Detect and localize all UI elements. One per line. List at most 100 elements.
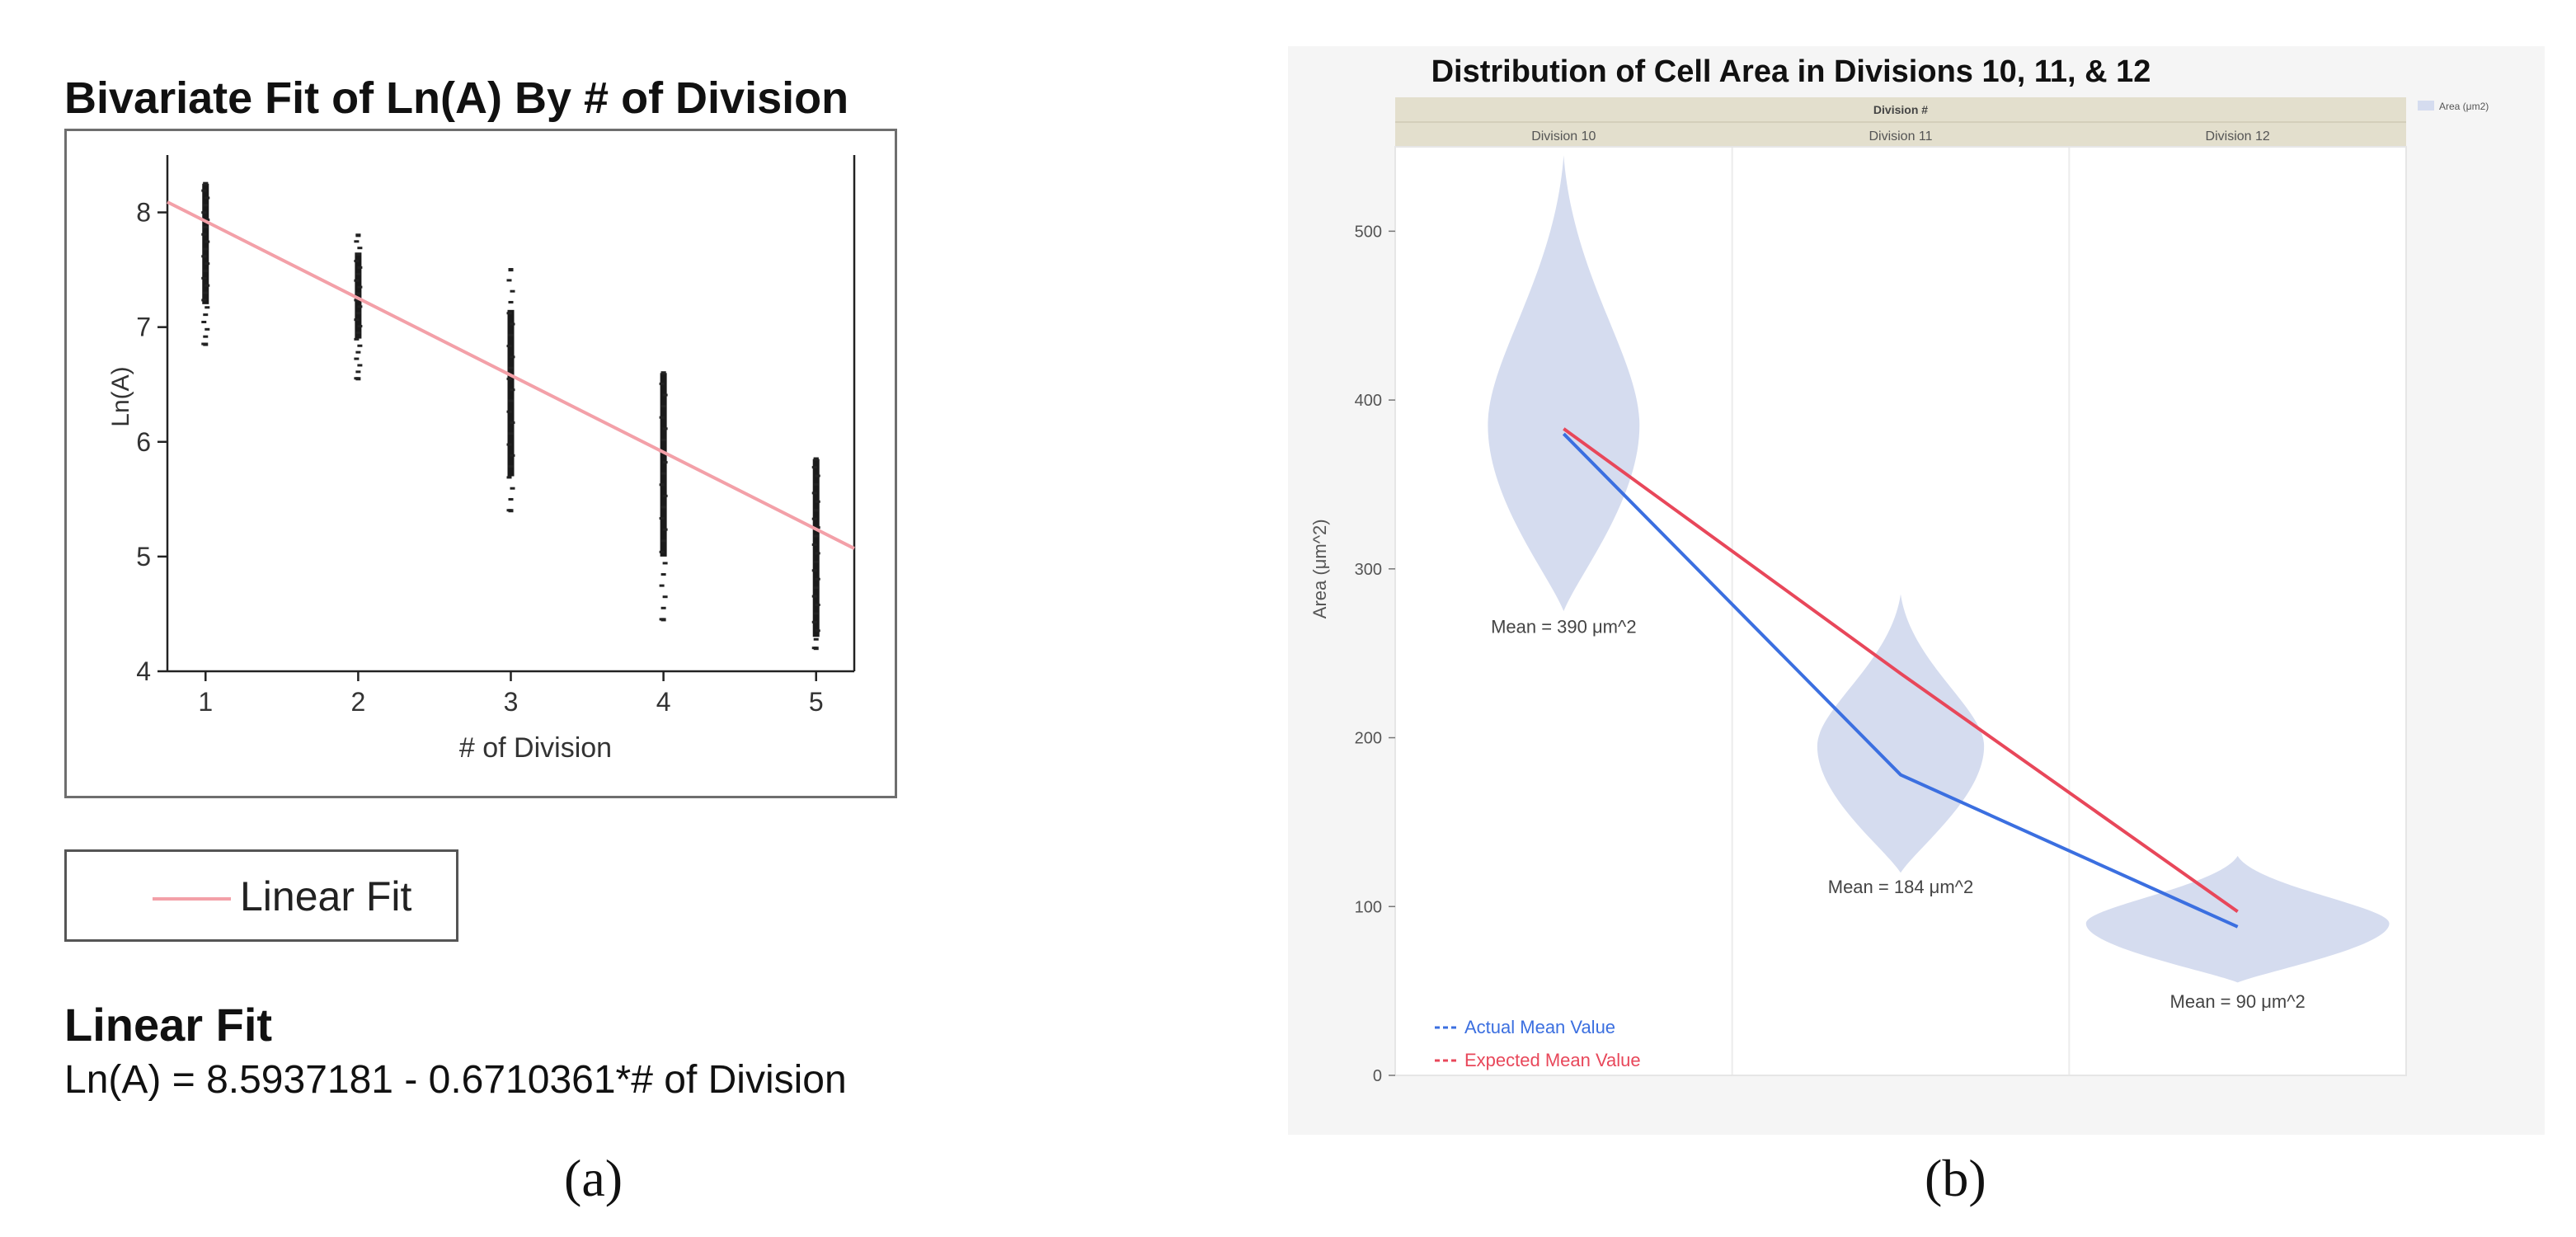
data-point: [355, 312, 361, 315]
legend-label-mean: Actual Mean Value: [1464, 1017, 1615, 1037]
data-point: [510, 421, 515, 425]
data-point-min: [355, 377, 361, 381]
data-point: [811, 569, 817, 572]
data-point: [510, 289, 515, 293]
data-point: [660, 438, 666, 441]
y-tick-label-b: 0: [1373, 1067, 1382, 1085]
violin-shape: [2085, 855, 2390, 983]
chart-b-title: Distribution of Cell Area in Divisions 1…: [1431, 54, 2151, 89]
data-point: [813, 509, 819, 512]
data-point: [204, 240, 210, 243]
y-axis-label-a: Ln(A): [107, 366, 134, 426]
data-point: [508, 432, 514, 435]
data-point: [354, 259, 360, 262]
y-tick-label-b: 400: [1355, 392, 1382, 410]
x-tick-label-a: 3: [504, 687, 519, 717]
data-point-cluster: [812, 459, 820, 637]
data-point: [354, 337, 360, 341]
data-point: [203, 204, 209, 207]
x-tick-label-a: 4: [656, 687, 671, 717]
data-point: [506, 377, 512, 380]
data-point-cluster: [202, 183, 209, 304]
violin-chart-b: Distribution of Cell Area in Divisions 1…: [1288, 46, 2545, 1135]
data-point-min: [203, 342, 209, 346]
data-point: [813, 612, 819, 615]
data-point: [510, 454, 515, 457]
division-category-label: Division 11: [1869, 129, 1932, 143]
division-header-title: Division #: [1873, 103, 1928, 116]
scatter-chart-a: 4 5 6 7 8 1 2 3 4 5 Ln(A) # of Division: [64, 129, 897, 798]
data-point-min: [660, 618, 666, 622]
data-point: [508, 497, 514, 501]
data-point: [354, 240, 360, 243]
x-tick-label-a: 5: [809, 687, 824, 717]
fit-equation: Ln(A) = 8.5937181 - 0.6710361*# of Divis…: [64, 1058, 847, 1102]
data-point-max: [355, 233, 361, 238]
legend-swatch-area: [2418, 101, 2434, 111]
data-point: [357, 325, 363, 328]
data-point: [201, 299, 207, 302]
y-tick-label-b: 300: [1355, 561, 1382, 579]
data-point: [357, 285, 363, 289]
data-point: [815, 500, 820, 503]
plot-frame-b: [1394, 146, 2407, 1076]
data-point: [815, 577, 820, 581]
x-axis-label-a: # of Division: [459, 732, 612, 764]
data-point: [815, 474, 820, 477]
data-point-max: [660, 371, 666, 375]
legend-box-a: Linear Fit: [64, 849, 458, 942]
data-point: [659, 550, 665, 553]
data-point: [506, 410, 512, 413]
data-point: [660, 606, 666, 609]
data-point: [815, 629, 820, 633]
legend-label-area: Area (μm2): [2439, 101, 2489, 112]
data-point: [204, 284, 210, 287]
data-point: [354, 357, 360, 360]
y-tick-label-b: 500: [1355, 223, 1382, 241]
data-point: [354, 279, 360, 282]
data-point: [510, 355, 515, 359]
chart-a-frame: [64, 129, 897, 798]
data-point: [660, 573, 666, 576]
data-point: [510, 487, 515, 490]
data-point-cluster: [355, 252, 362, 339]
data-point: [204, 306, 210, 309]
violin-shape: [1488, 155, 1640, 612]
y-tick-label-b: 100: [1355, 898, 1382, 916]
data-point: [813, 637, 819, 641]
data-point-min: [813, 647, 819, 651]
data-point: [813, 560, 819, 563]
data-point: [506, 443, 512, 446]
data-point: [811, 492, 817, 495]
data-point: [662, 461, 668, 464]
linear-fit-line: [167, 200, 855, 550]
data-point: [662, 393, 668, 397]
legend-line-swatch: [153, 897, 231, 901]
y-tick-label-a: 7: [136, 313, 151, 342]
mean-line: [1563, 427, 2239, 914]
data-point: [659, 584, 665, 587]
data-point: [204, 219, 210, 222]
data-point: [662, 528, 668, 531]
panel-a-title: Bivariate Fit of Ln(A) By # of Division: [64, 73, 849, 123]
data-point: [354, 318, 360, 322]
x-tick-label-a: 1: [198, 687, 213, 717]
data-point: [203, 291, 209, 294]
data-point: [201, 189, 207, 192]
data-point: [811, 466, 817, 469]
data-point: [660, 472, 666, 475]
data-point: [355, 253, 361, 256]
data-point: [510, 388, 515, 392]
legend-label-linear-fit: Linear Fit: [240, 873, 412, 920]
data-point: [508, 399, 514, 402]
data-point: [811, 595, 817, 598]
division-category-label: Division 12: [2206, 129, 2270, 143]
data-point: [201, 320, 207, 323]
data-point: [659, 382, 665, 385]
data-point: [203, 270, 209, 273]
y-tick-label-a: 4: [136, 656, 151, 686]
data-point: [508, 465, 514, 468]
data-point: [662, 427, 668, 430]
data-point: [355, 370, 361, 374]
data-point: [813, 482, 819, 486]
